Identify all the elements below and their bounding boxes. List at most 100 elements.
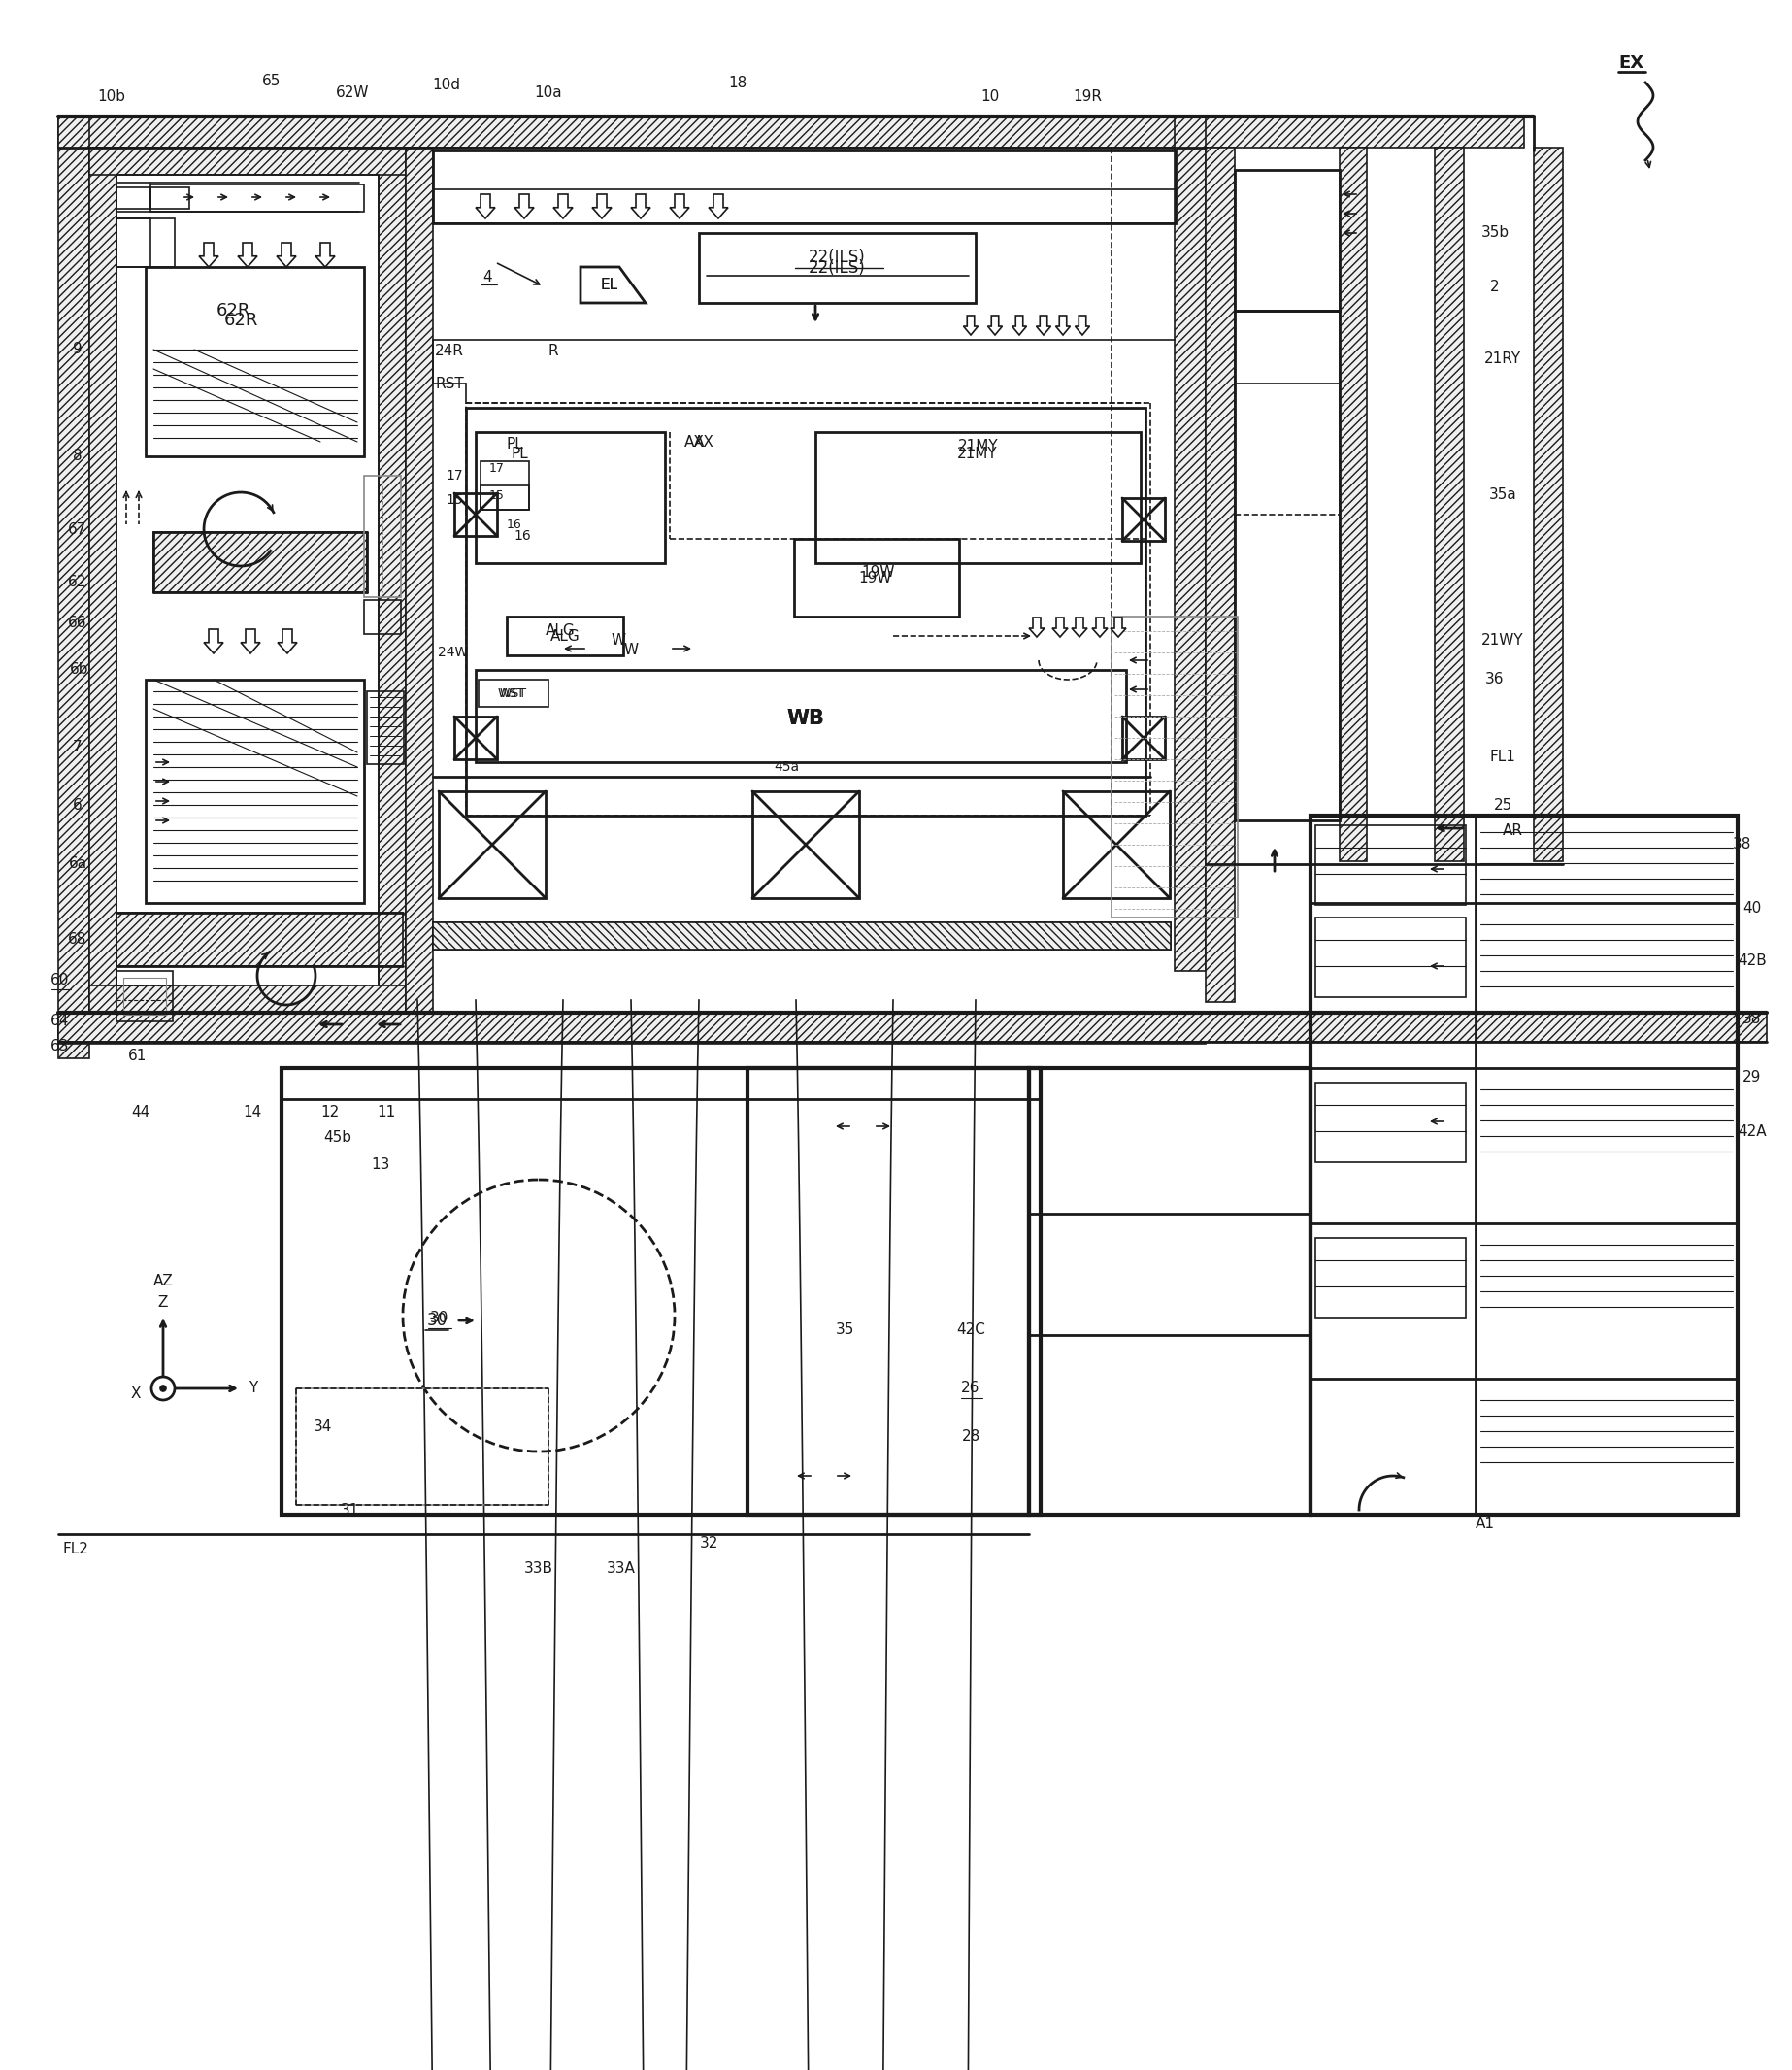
- Text: 62W: 62W: [335, 85, 369, 99]
- Polygon shape: [1012, 315, 1027, 335]
- Polygon shape: [1091, 617, 1107, 638]
- Bar: [434, 923, 1170, 950]
- Text: 2: 2: [1491, 279, 1500, 294]
- Bar: [116, 219, 151, 267]
- Bar: [1435, 147, 1464, 861]
- Polygon shape: [670, 195, 690, 219]
- Bar: [364, 476, 401, 596]
- Polygon shape: [240, 629, 260, 654]
- Text: 34: 34: [314, 1420, 332, 1435]
- Bar: [59, 116, 1523, 147]
- Text: 16: 16: [514, 530, 530, 542]
- Text: 25: 25: [1493, 799, 1512, 814]
- Bar: [475, 671, 1125, 762]
- Text: 30: 30: [430, 1310, 448, 1325]
- Bar: [455, 493, 496, 536]
- Text: 38: 38: [1733, 838, 1753, 853]
- Bar: [480, 462, 529, 509]
- Bar: [1534, 147, 1563, 861]
- Text: 24R: 24R: [435, 344, 464, 358]
- Text: 24W: 24W: [439, 646, 468, 658]
- Text: 31: 31: [340, 1503, 358, 1517]
- Polygon shape: [1111, 617, 1125, 638]
- Bar: [154, 532, 367, 592]
- Text: 6a: 6a: [68, 857, 88, 871]
- Text: EL: EL: [600, 277, 618, 292]
- Polygon shape: [514, 195, 534, 219]
- Bar: [59, 116, 90, 1058]
- Bar: [434, 923, 1170, 950]
- Polygon shape: [278, 629, 297, 654]
- Bar: [90, 147, 116, 1012]
- Text: 10: 10: [980, 89, 1000, 103]
- Text: 33B: 33B: [525, 1561, 554, 1575]
- Text: 35a: 35a: [1489, 489, 1516, 503]
- Bar: [1315, 1238, 1466, 1317]
- Text: 9: 9: [73, 342, 82, 356]
- Polygon shape: [238, 242, 258, 267]
- Text: 42B: 42B: [1738, 954, 1767, 969]
- Text: 21WY: 21WY: [1482, 633, 1523, 648]
- Bar: [281, 1068, 1041, 1515]
- Bar: [90, 985, 405, 1012]
- Text: Y: Y: [249, 1381, 258, 1395]
- Text: 35b: 35b: [1480, 226, 1509, 240]
- Text: 42C: 42C: [957, 1323, 986, 1337]
- Bar: [116, 219, 176, 267]
- Text: 32: 32: [699, 1536, 719, 1550]
- Bar: [1235, 310, 1340, 820]
- Bar: [124, 977, 167, 1014]
- Bar: [151, 188, 190, 209]
- Polygon shape: [708, 195, 728, 219]
- Text: 22(ILS): 22(ILS): [808, 248, 866, 267]
- Bar: [378, 147, 405, 1012]
- Text: FL2: FL2: [63, 1542, 90, 1557]
- Bar: [116, 913, 403, 967]
- Bar: [151, 184, 364, 211]
- Bar: [480, 486, 529, 509]
- Text: 60: 60: [50, 973, 70, 987]
- Polygon shape: [964, 315, 978, 335]
- Text: W: W: [611, 633, 625, 648]
- Text: 10a: 10a: [534, 85, 563, 99]
- Text: 16: 16: [507, 518, 521, 530]
- Text: 45a: 45a: [774, 760, 799, 774]
- Text: W: W: [624, 644, 638, 658]
- Text: 36: 36: [1486, 673, 1505, 687]
- Bar: [753, 791, 858, 898]
- Text: AX: AX: [694, 435, 713, 449]
- Text: PL: PL: [511, 447, 529, 462]
- Polygon shape: [475, 195, 495, 219]
- Text: R: R: [548, 344, 559, 358]
- Polygon shape: [1075, 315, 1090, 335]
- Bar: [367, 691, 403, 764]
- Text: 67: 67: [68, 522, 88, 536]
- Text: 26: 26: [961, 1381, 980, 1395]
- Bar: [59, 1012, 1767, 1041]
- Bar: [281, 1068, 1041, 1099]
- Bar: [145, 267, 364, 455]
- Bar: [1235, 170, 1340, 310]
- Text: 18: 18: [728, 75, 747, 89]
- Polygon shape: [581, 267, 645, 302]
- Text: 4: 4: [482, 269, 493, 284]
- Polygon shape: [276, 242, 296, 267]
- Polygon shape: [199, 242, 219, 267]
- Text: 6b: 6b: [70, 662, 90, 677]
- Bar: [1340, 147, 1367, 861]
- Text: 19R: 19R: [1073, 89, 1102, 103]
- Text: 68: 68: [68, 934, 88, 948]
- Bar: [1315, 826, 1466, 905]
- Polygon shape: [631, 195, 650, 219]
- Polygon shape: [1036, 315, 1050, 335]
- Bar: [478, 679, 548, 706]
- Text: EL: EL: [600, 277, 618, 292]
- Text: Z: Z: [158, 1296, 168, 1310]
- Bar: [1206, 147, 1235, 1002]
- Bar: [1315, 1083, 1466, 1161]
- Text: 13: 13: [371, 1157, 391, 1172]
- Text: PL: PL: [505, 437, 523, 451]
- Polygon shape: [1072, 617, 1088, 638]
- Text: 45b: 45b: [324, 1130, 351, 1145]
- Bar: [455, 716, 496, 760]
